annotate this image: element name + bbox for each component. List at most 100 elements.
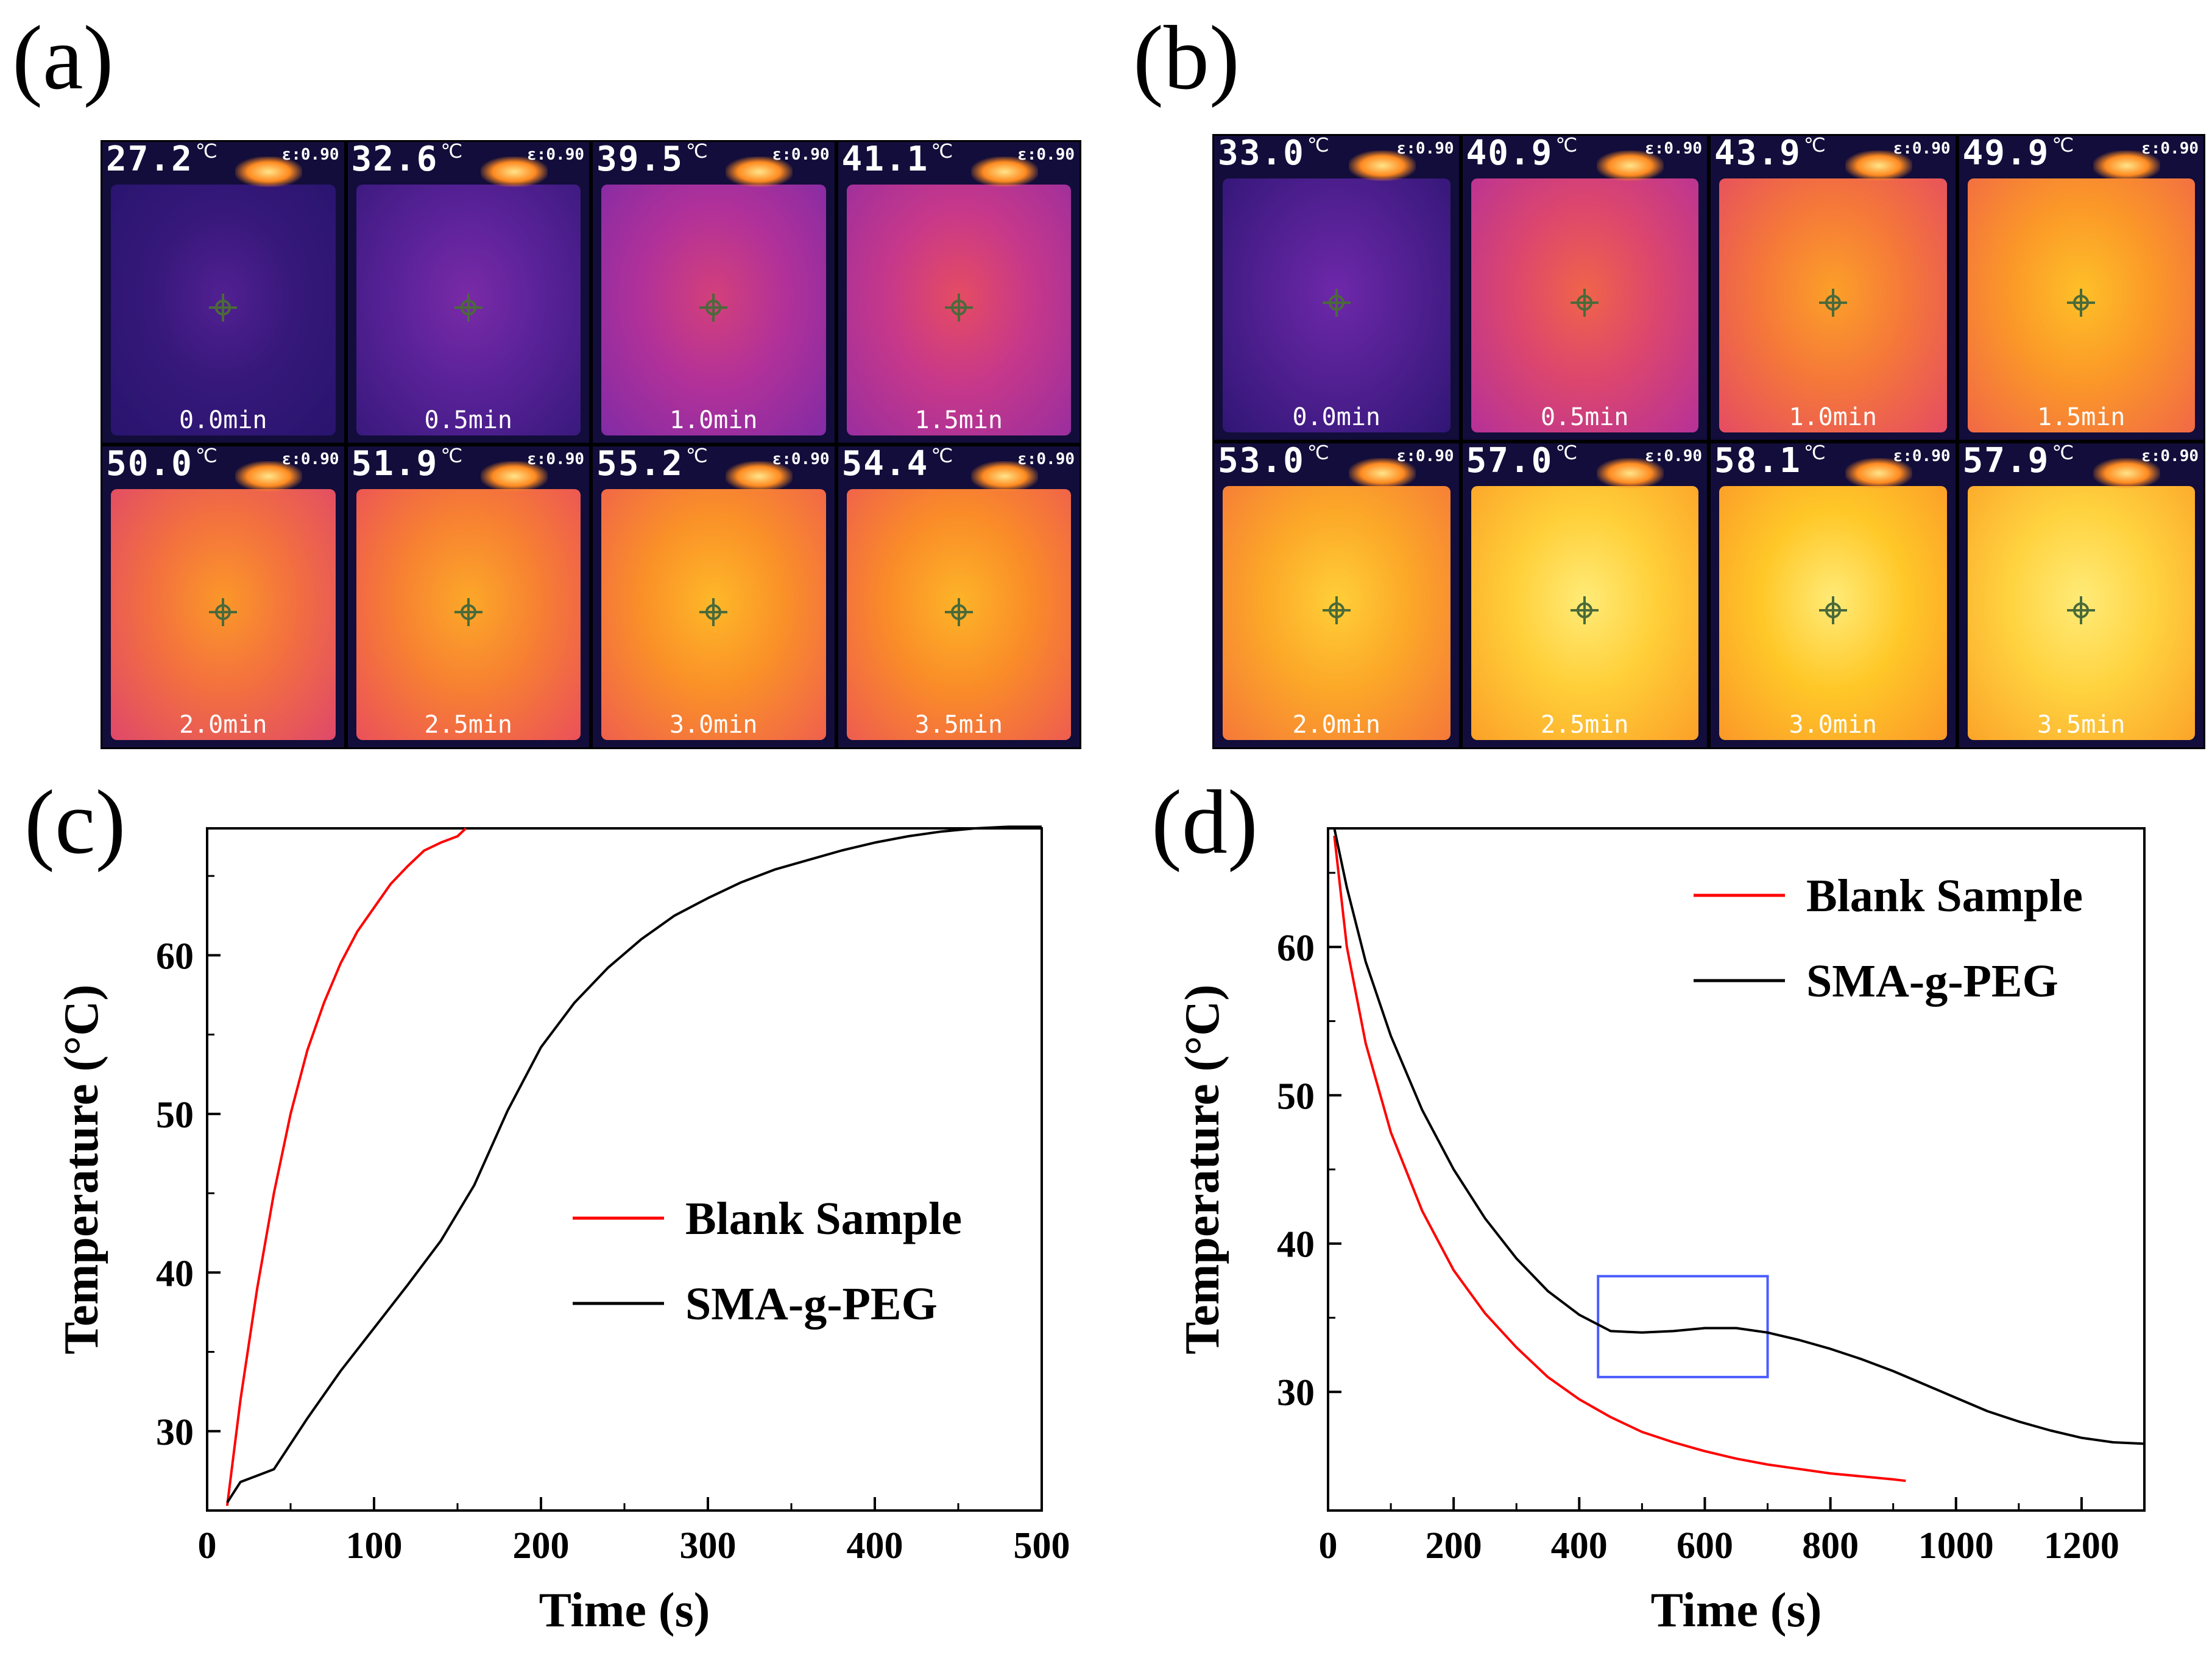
crosshair-icon [454,598,482,626]
thermal-image-tile: 41.1 ℃ ε:0.90 1.5min [838,142,1079,443]
elapsed-time-label: 3.0min [670,711,758,739]
temperature-readout: 32.6 ℃ [352,142,464,179]
y-tick-label: 30 [156,1412,194,1453]
elapsed-time-label: 1.0min [670,406,758,434]
series-line [1333,828,2145,1445]
emissivity-readout: ε:0.90 [1645,139,1702,158]
hotspot-glare [1348,458,1416,488]
temperature-unit: ℃ [1555,443,1579,464]
temperature-unit: ℃ [195,142,219,163]
temperature-unit: ℃ [440,142,464,163]
x-tick-label: 600 [1677,1525,1733,1567]
hotspot-glare [970,461,1038,492]
emissivity-readout: ε:0.90 [1645,447,1702,465]
temperature-readout: 39.5 ℃ [596,142,709,179]
crosshair-icon [209,293,238,322]
temperature-unit: ℃ [1307,443,1330,464]
temperature-readout: 53.0 ℃ [1218,443,1330,481]
emissivity-readout: ε:0.90 [2141,139,2199,158]
thermal-image-tile: 54.4 ℃ ε:0.90 3.5min [838,446,1079,747]
temperature-unit: ℃ [685,142,709,163]
x-tick-label: 300 [680,1525,737,1567]
series-line [225,827,467,1506]
emissivity-readout: ε:0.90 [527,450,584,468]
elapsed-time-label: 1.5min [2037,403,2125,431]
highlight-box [1597,1275,1769,1378]
temperature-readout: 43.9 ℃ [1714,136,1827,173]
hotspot-glare [970,157,1038,187]
temperature-readout: 54.4 ℃ [842,446,955,484]
temperature-unit: ℃ [931,142,955,163]
emissivity-readout: ε:0.90 [772,146,830,164]
y-tick-label: 60 [156,936,194,977]
elapsed-time-label: 3.5min [2037,711,2125,739]
x-axis-label: Time (s) [1651,1584,1822,1637]
temperature-unit: ℃ [2052,443,2076,464]
x-tick-label: 0 [198,1525,217,1567]
temperature-readout: 49.9 ℃ [1963,136,2076,173]
legend-label: Blank Sample [685,1193,962,1244]
hotspot-glare [1845,458,1912,488]
y-tick-label: 50 [1277,1076,1315,1117]
elapsed-time-label: 0.0min [1292,403,1381,431]
x-tick-label: 1200 [2044,1525,2119,1567]
plot-frame [206,827,1043,1512]
hotspot-glare [726,157,793,187]
cooling-curve-chart: 0 200 400 600 800 1000 1200 30 40 50 60 Time (s) Tem… [1176,827,2146,1637]
thermal-image-tile: 57.9 ℃ ε:0.90 3.5min [1959,443,2203,747]
elapsed-time-label: 0.5min [1541,403,1629,431]
temperature-readout: 41.1 ℃ [842,142,955,179]
elapsed-time-label: 2.0min [179,711,267,739]
temperature-readout: 40.9 ℃ [1466,136,1579,173]
elapsed-time-label: 0.5min [424,406,513,434]
emissivity-readout: ε:0.90 [1893,447,1951,465]
temperature-readout: 50.0 ℃ [106,446,219,484]
series-line [1333,835,1906,1482]
temperature-readout: 51.9 ℃ [352,446,464,484]
y-tick-label: 30 [1277,1372,1315,1414]
crosshair-icon [944,598,973,626]
emissivity-readout: ε:0.90 [1396,139,1454,158]
y-axis-label: Temperature (°C) [1176,984,1229,1354]
hotspot-glare [235,157,303,187]
x-tick-label: 200 [1426,1525,1482,1567]
thermal-image-tile: 33.0 ℃ ε:0.90 0.0min [1214,136,1459,440]
crosshair-icon [2067,289,2096,317]
elapsed-time-label: 1.0min [1789,403,1878,431]
temperature-unit: ℃ [1803,136,1827,157]
hotspot-glare [480,461,548,492]
hotspot-glare [235,461,303,492]
temperature-readout: 57.9 ℃ [1963,443,2076,481]
temperature-unit: ℃ [195,446,219,467]
thermal-image-tile: 39.5 ℃ ε:0.90 1.0min [593,142,835,443]
hotspot-glare [1597,150,1664,181]
emissivity-readout: ε:0.90 [281,450,339,468]
x-axis-label: Time (s) [539,1584,710,1637]
thermal-image-tile: 57.0 ℃ ε:0.90 2.5min [1462,443,1707,747]
thermal-image-tile: 51.9 ℃ ε:0.90 2.5min [347,446,589,747]
crosshair-icon [454,293,482,322]
crosshair-icon [1322,596,1351,625]
crosshair-icon [1818,289,1847,317]
temperature-readout: 58.1 ℃ [1714,443,1827,481]
thermal-image-tile: 40.9 ℃ ε:0.90 0.5min [1462,136,1707,440]
series-line [226,825,1042,1504]
panel-label-a: (a) [12,7,114,108]
thermal-image-tile: 27.2 ℃ ε:0.90 0.0min [102,142,344,443]
temperature-readout: 27.2 ℃ [106,142,219,179]
panel-label-c: (c) [24,772,126,873]
thermal-image-tile: 53.0 ℃ ε:0.90 2.0min [1214,443,1459,747]
thermal-image-tile: 58.1 ℃ ε:0.90 3.0min [1711,443,1956,747]
plot-frame [1327,827,2146,1512]
hotspot-glare [2093,458,2161,488]
temperature-unit: ℃ [1555,136,1579,157]
emissivity-readout: ε:0.90 [1017,146,1075,164]
crosshair-icon [2067,596,2096,625]
thermal-image-tile: 32.6 ℃ ε:0.90 0.5min [347,142,589,443]
crosshair-icon [1818,596,1847,625]
emissivity-readout: ε:0.90 [1893,139,1951,158]
temperature-readout: 33.0 ℃ [1218,136,1330,173]
elapsed-time-label: 2.0min [1292,711,1381,739]
temperature-unit: ℃ [1803,443,1827,464]
x-tick-label: 100 [346,1525,403,1567]
